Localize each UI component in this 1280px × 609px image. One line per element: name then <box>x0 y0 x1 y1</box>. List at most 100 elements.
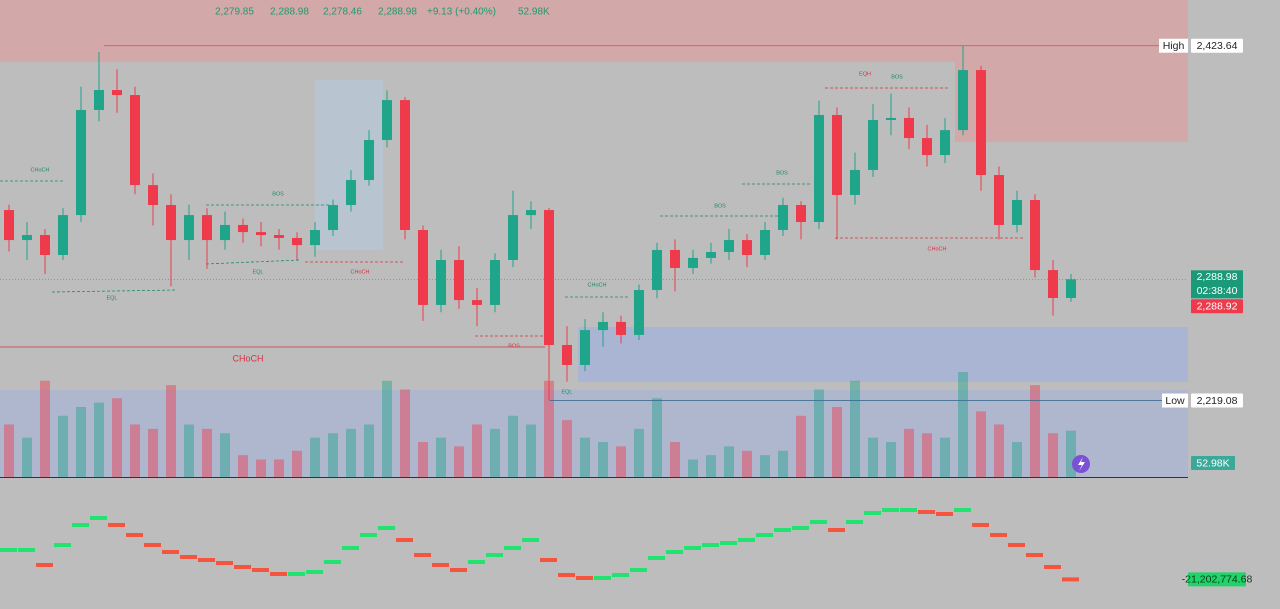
oscillator-step <box>198 558 215 562</box>
oscillator-step <box>162 550 179 554</box>
candle-body <box>868 120 878 170</box>
volume-bar <box>454 446 464 477</box>
volume-bar <box>940 437 950 477</box>
volume-bar <box>202 428 212 477</box>
candle-body <box>778 205 788 231</box>
high-tag: High <box>1163 40 1185 52</box>
lightning-icon <box>1078 457 1085 471</box>
candle-body <box>202 215 212 241</box>
oscillator-step <box>684 546 701 550</box>
volume-bar <box>58 415 68 477</box>
oscillator-step <box>432 563 449 567</box>
oscillator-step <box>558 573 575 577</box>
volume-bar <box>310 437 320 477</box>
candle-body <box>706 252 716 258</box>
candle-body <box>256 232 266 236</box>
smc-label: CHoCH <box>928 246 947 252</box>
oscillator-step <box>378 526 395 530</box>
volume-bar <box>544 380 554 477</box>
oscillator-tag: -21,202,774.68 <box>1182 574 1253 586</box>
oscillator-step <box>1044 565 1061 569</box>
candle-body <box>382 100 392 140</box>
candle-body <box>850 169 860 195</box>
candle-body <box>454 260 464 301</box>
oscillator-step <box>648 556 665 560</box>
candle-body <box>994 175 1004 225</box>
oscillator-step <box>306 570 323 574</box>
low-tag: Low <box>1165 395 1185 407</box>
volume-bar <box>256 459 266 477</box>
volume-bar <box>814 389 824 477</box>
oscillator-step <box>702 543 719 547</box>
oscillator-step <box>468 560 485 564</box>
volume-bar <box>328 433 338 477</box>
candle-body <box>328 205 338 231</box>
candle-body <box>184 215 194 241</box>
volume-bar <box>418 442 428 477</box>
candle-body <box>904 117 914 139</box>
structure-line <box>205 259 301 265</box>
volume-bar <box>400 389 410 477</box>
volume-tag: 52.98K <box>1196 457 1229 469</box>
oscillator-step <box>36 563 53 567</box>
volume-bar <box>184 424 194 477</box>
smc-label: CHoCH <box>232 353 263 363</box>
volume-bar <box>1048 433 1058 477</box>
volume-bar <box>742 450 752 477</box>
volume-bar <box>130 424 140 477</box>
demand-zone <box>578 327 1188 382</box>
candle-body <box>562 345 572 365</box>
volume-bar <box>994 424 1004 477</box>
smc-label: BOS <box>508 343 520 349</box>
smc-label: BOS <box>272 191 284 197</box>
volume-bar <box>670 442 680 477</box>
volume-bar <box>472 424 482 477</box>
smc-label: BOS <box>714 203 726 209</box>
candle-body <box>526 210 536 216</box>
candle-body <box>490 260 500 305</box>
volume-bar <box>238 455 248 477</box>
volume-bar <box>166 385 176 477</box>
oscillator-step <box>882 508 899 512</box>
volume-bar <box>976 411 986 477</box>
smc-label: EQL <box>561 389 572 395</box>
candle-body <box>634 290 644 335</box>
volume-bar <box>40 380 50 477</box>
candle-body <box>40 235 50 255</box>
volume-bar <box>1030 385 1040 477</box>
volume-bar <box>274 459 284 477</box>
candle-body <box>598 321 608 331</box>
candle-body <box>814 115 824 223</box>
volume-bar <box>850 380 860 477</box>
structure-line <box>51 289 177 293</box>
oscillator-step <box>792 526 809 530</box>
oscillator-step <box>216 561 233 565</box>
candle-body <box>796 205 806 223</box>
volume-bar <box>112 398 122 477</box>
oscillator-step <box>504 546 521 550</box>
volume-bar <box>562 420 572 477</box>
smc-label: EQL <box>252 269 263 275</box>
plot <box>0 45 1188 582</box>
volume-bar <box>364 424 374 477</box>
candle-body <box>292 237 302 246</box>
candle-body <box>1030 199 1040 271</box>
candle-body <box>436 260 446 305</box>
volume-bar <box>220 433 230 477</box>
candle-body <box>238 224 248 233</box>
oscillator-step <box>522 538 539 542</box>
volume-bar <box>526 424 536 477</box>
smc-label: BOS <box>776 170 788 176</box>
oscillator-step <box>720 541 737 545</box>
oscillator-step <box>486 553 503 557</box>
oscillator-step <box>810 520 827 524</box>
volume-bar <box>724 446 734 477</box>
oscillator-step <box>72 523 89 527</box>
smc-label: EQH <box>859 71 871 77</box>
candle-body <box>346 180 356 206</box>
oscillator-step <box>594 576 611 580</box>
low-tag-box <box>1162 393 1188 408</box>
volume-bar <box>76 407 86 477</box>
volume-bar <box>616 446 626 477</box>
oscillator-step <box>738 538 755 542</box>
